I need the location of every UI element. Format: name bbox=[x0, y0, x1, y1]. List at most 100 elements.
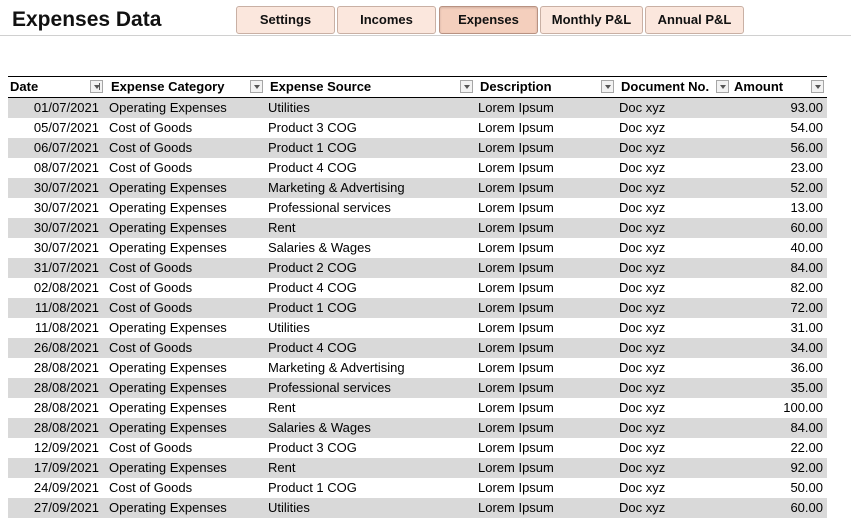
tab-settings[interactable]: Settings bbox=[236, 6, 335, 34]
description-cell[interactable]: Lorem Ipsum bbox=[478, 400, 554, 415]
description-cell[interactable]: Lorem Ipsum bbox=[478, 200, 554, 215]
sort-ascending-filter-icon[interactable] bbox=[90, 80, 103, 93]
source-cell[interactable]: Product 3 COG bbox=[268, 120, 357, 135]
date-cell[interactable]: 27/09/2021 bbox=[33, 500, 99, 515]
tab-incomes[interactable]: Incomes bbox=[337, 6, 436, 34]
amount-cell[interactable]: 40.00 bbox=[790, 240, 823, 255]
table-row[interactable]: 26/08/2021 Cost of Goods Product 4 COG Lore… bbox=[8, 338, 827, 358]
document-cell[interactable]: Doc xyz bbox=[619, 180, 666, 195]
amount-cell[interactable]: 84.00 bbox=[790, 260, 823, 275]
category-cell[interactable]: Operating Expenses bbox=[109, 100, 227, 115]
filter-dropdown-icon[interactable] bbox=[601, 80, 614, 93]
table-row[interactable]: 30/07/2021 Operating Expenses Salaries & W… bbox=[8, 238, 827, 258]
date-cell[interactable]: 28/08/2021 bbox=[33, 400, 99, 415]
description-cell[interactable]: Lorem Ipsum bbox=[478, 280, 554, 295]
date-cell[interactable]: 02/08/2021 bbox=[33, 280, 99, 295]
category-cell[interactable]: Operating Expenses bbox=[109, 240, 227, 255]
source-cell[interactable]: Product 1 COG bbox=[268, 300, 357, 315]
source-cell[interactable]: Product 3 COG bbox=[268, 440, 357, 455]
document-cell[interactable]: Doc xyz bbox=[619, 220, 666, 235]
table-row[interactable]: 27/09/2021 Operating Expenses Utilities Lor… bbox=[8, 498, 827, 518]
description-cell[interactable]: Lorem Ipsum bbox=[478, 420, 554, 435]
source-cell[interactable]: Professional services bbox=[268, 200, 391, 215]
category-cell[interactable]: Operating Expenses bbox=[109, 500, 227, 515]
date-cell[interactable]: 26/08/2021 bbox=[33, 340, 99, 355]
table-row[interactable]: 08/07/2021 Cost of Goods Product 4 COG Lore… bbox=[8, 158, 827, 178]
table-row[interactable]: 28/08/2021 Operating Expenses Salaries & W… bbox=[8, 418, 827, 438]
amount-cell[interactable]: 54.00 bbox=[790, 120, 823, 135]
date-cell[interactable]: 12/09/2021 bbox=[33, 440, 99, 455]
source-cell[interactable]: Product 4 COG bbox=[268, 340, 357, 355]
amount-cell[interactable]: 93.00 bbox=[790, 100, 823, 115]
document-cell[interactable]: Doc xyz bbox=[619, 200, 666, 215]
source-cell[interactable]: Utilities bbox=[268, 320, 310, 335]
category-cell[interactable]: Operating Expenses bbox=[109, 380, 227, 395]
table-row[interactable]: 28/08/2021 Operating Expenses Rent Lorem Ip… bbox=[8, 398, 827, 418]
category-cell[interactable]: Operating Expenses bbox=[109, 220, 227, 235]
category-cell[interactable]: Cost of Goods bbox=[109, 140, 193, 155]
tab-expenses[interactable]: Expenses bbox=[439, 6, 538, 34]
amount-cell[interactable]: 84.00 bbox=[790, 420, 823, 435]
description-cell[interactable]: Lorem Ipsum bbox=[478, 460, 554, 475]
category-cell[interactable]: Operating Expenses bbox=[109, 200, 227, 215]
table-row[interactable]: 28/08/2021 Operating Expenses Marketing & … bbox=[8, 358, 827, 378]
category-cell[interactable]: Cost of Goods bbox=[109, 260, 193, 275]
amount-cell[interactable]: 60.00 bbox=[790, 220, 823, 235]
description-cell[interactable]: Lorem Ipsum bbox=[478, 480, 554, 495]
amount-cell[interactable]: 56.00 bbox=[790, 140, 823, 155]
date-cell[interactable]: 06/07/2021 bbox=[33, 140, 99, 155]
amount-cell[interactable]: 100.00 bbox=[783, 400, 823, 415]
category-cell[interactable]: Operating Expenses bbox=[109, 420, 227, 435]
source-cell[interactable]: Product 4 COG bbox=[268, 160, 357, 175]
document-cell[interactable]: Doc xyz bbox=[619, 460, 666, 475]
table-row[interactable]: 24/09/2021 Cost of Goods Product 1 COG Lore… bbox=[8, 478, 827, 498]
category-cell[interactable]: Cost of Goods bbox=[109, 480, 193, 495]
amount-cell[interactable]: 22.00 bbox=[790, 440, 823, 455]
table-row[interactable]: 30/07/2021 Operating Expenses Rent Lorem Ip… bbox=[8, 218, 827, 238]
description-cell[interactable]: Lorem Ipsum bbox=[478, 360, 554, 375]
amount-cell[interactable]: 13.00 bbox=[790, 200, 823, 215]
table-row[interactable]: 06/07/2021 Cost of Goods Product 1 COG Lore… bbox=[8, 138, 827, 158]
date-cell[interactable]: 30/07/2021 bbox=[33, 240, 99, 255]
category-cell[interactable]: Cost of Goods bbox=[109, 300, 193, 315]
filter-dropdown-icon[interactable] bbox=[716, 80, 729, 93]
description-cell[interactable]: Lorem Ipsum bbox=[478, 380, 554, 395]
filter-dropdown-icon[interactable] bbox=[460, 80, 473, 93]
source-cell[interactable]: Rent bbox=[268, 220, 296, 235]
table-row[interactable]: 12/09/2021 Cost of Goods Product 3 COG Lore… bbox=[8, 438, 827, 458]
date-cell[interactable]: 30/07/2021 bbox=[33, 220, 99, 235]
source-cell[interactable]: Rent bbox=[268, 400, 296, 415]
description-cell[interactable]: Lorem Ipsum bbox=[478, 440, 554, 455]
table-row[interactable]: 30/07/2021 Operating Expenses Professional… bbox=[8, 198, 827, 218]
source-cell[interactable]: Marketing & Advertising bbox=[268, 180, 405, 195]
document-cell[interactable]: Doc xyz bbox=[619, 420, 666, 435]
date-cell[interactable]: 08/07/2021 bbox=[33, 160, 99, 175]
source-cell[interactable]: Utilities bbox=[268, 100, 310, 115]
category-cell[interactable]: Operating Expenses bbox=[109, 460, 227, 475]
source-cell[interactable]: Rent bbox=[268, 460, 296, 475]
table-row[interactable]: 01/07/2021 Operating Expenses Utilities Lor… bbox=[8, 98, 827, 118]
table-row[interactable]: 31/07/2021 Cost of Goods Product 2 COG Lore… bbox=[8, 258, 827, 278]
date-cell[interactable]: 28/08/2021 bbox=[33, 380, 99, 395]
table-row[interactable]: 02/08/2021 Cost of Goods Product 4 COG Lore… bbox=[8, 278, 827, 298]
document-cell[interactable]: Doc xyz bbox=[619, 480, 666, 495]
date-cell[interactable]: 31/07/2021 bbox=[33, 260, 99, 275]
document-cell[interactable]: Doc xyz bbox=[619, 160, 666, 175]
amount-cell[interactable]: 82.00 bbox=[790, 280, 823, 295]
date-cell[interactable]: 28/08/2021 bbox=[33, 420, 99, 435]
description-cell[interactable]: Lorem Ipsum bbox=[478, 100, 554, 115]
date-cell[interactable]: 30/07/2021 bbox=[33, 200, 99, 215]
table-row[interactable]: 28/08/2021 Operating Expenses Professional… bbox=[8, 378, 827, 398]
date-cell[interactable]: 28/08/2021 bbox=[33, 360, 99, 375]
description-cell[interactable]: Lorem Ipsum bbox=[478, 300, 554, 315]
amount-cell[interactable]: 31.00 bbox=[790, 320, 823, 335]
source-cell[interactable]: Product 2 COG bbox=[268, 260, 357, 275]
source-cell[interactable]: Product 1 COG bbox=[268, 480, 357, 495]
category-cell[interactable]: Operating Expenses bbox=[109, 360, 227, 375]
table-row[interactable]: 11/08/2021 Cost of Goods Product 1 COG Lore… bbox=[8, 298, 827, 318]
amount-cell[interactable]: 34.00 bbox=[790, 340, 823, 355]
description-cell[interactable]: Lorem Ipsum bbox=[478, 240, 554, 255]
amount-cell[interactable]: 52.00 bbox=[790, 180, 823, 195]
category-cell[interactable]: Cost of Goods bbox=[109, 340, 193, 355]
document-cell[interactable]: Doc xyz bbox=[619, 240, 666, 255]
